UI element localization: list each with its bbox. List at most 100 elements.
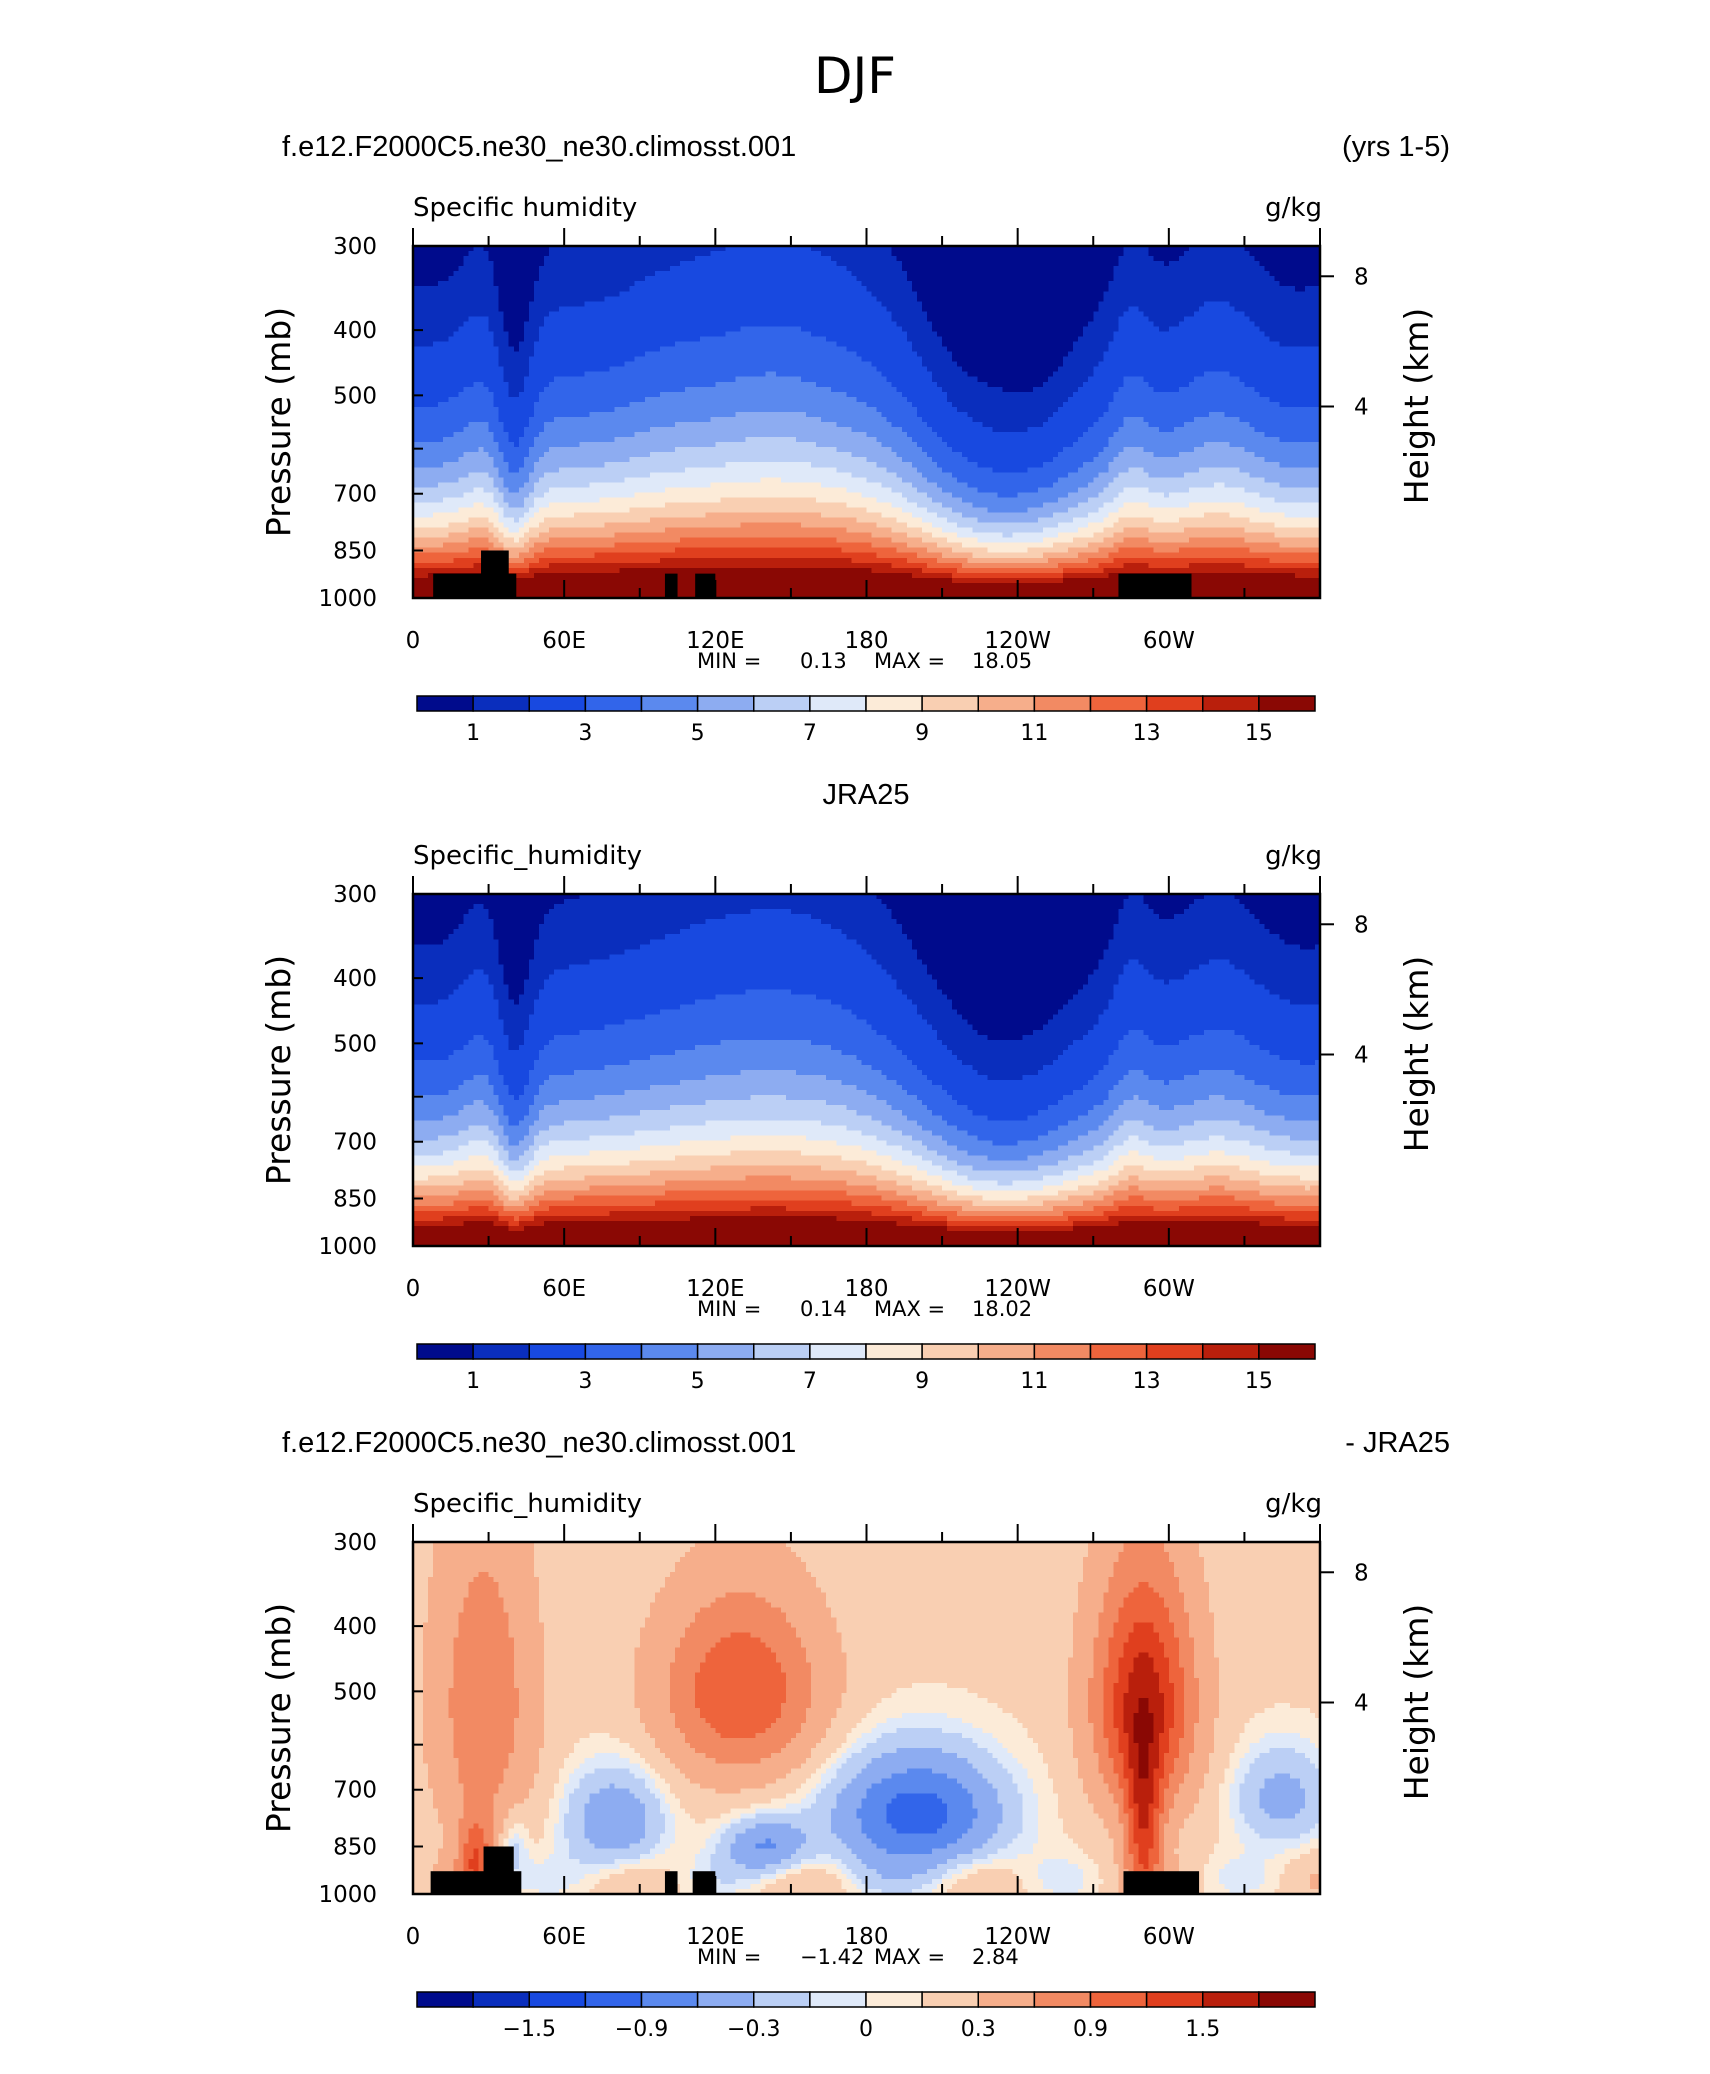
contour-cell bbox=[413, 1672, 424, 1679]
contour-cell bbox=[952, 1004, 1064, 1011]
contour-cell bbox=[1103, 1140, 1125, 1147]
contour-cell bbox=[1244, 487, 1321, 493]
contour-cell bbox=[498, 301, 530, 307]
contour-cell bbox=[881, 482, 913, 488]
contour-cell bbox=[549, 1798, 560, 1805]
contour-cell bbox=[1249, 517, 1321, 524]
contour-cell bbox=[508, 437, 520, 443]
contour-cell bbox=[1108, 1753, 1125, 1759]
contour-cell bbox=[1194, 1748, 1215, 1754]
contour-cell bbox=[423, 1687, 449, 1694]
contour-cell bbox=[468, 974, 490, 981]
contour-cell bbox=[730, 1818, 742, 1825]
contour-cell bbox=[533, 296, 606, 302]
contour-cell bbox=[468, 316, 490, 323]
contour-cell bbox=[423, 1723, 454, 1729]
colorbar-label: 11 bbox=[1020, 1369, 1048, 1394]
contour-cell bbox=[932, 1848, 973, 1855]
colorbar-label: 1 bbox=[466, 721, 480, 746]
contour-cell bbox=[533, 1838, 540, 1845]
contour-cell bbox=[735, 1858, 782, 1865]
contour-cell bbox=[836, 1622, 1074, 1629]
contour-cell bbox=[1209, 1758, 1230, 1764]
contour-cell bbox=[483, 246, 550, 252]
contour-cell bbox=[1093, 1858, 1115, 1865]
contour-cell bbox=[1042, 1200, 1084, 1207]
contour-cell bbox=[503, 497, 525, 504]
contour-cell bbox=[538, 1587, 661, 1593]
contour-cell bbox=[1229, 371, 1321, 378]
contour-cell bbox=[811, 331, 908, 338]
contour-cell bbox=[705, 1075, 827, 1081]
contour-cell bbox=[811, 1753, 832, 1759]
contour-cell bbox=[921, 1140, 948, 1147]
contour-cell bbox=[493, 1085, 510, 1091]
colorbar-swatch bbox=[472, 1991, 530, 2008]
contour-cell bbox=[1183, 1075, 1246, 1081]
contour-cell bbox=[413, 361, 500, 368]
contour-cell bbox=[1103, 1687, 1115, 1694]
contour-cell bbox=[972, 1185, 1044, 1192]
contour-cell bbox=[1214, 1733, 1240, 1739]
contour-cell bbox=[680, 1768, 792, 1774]
contour-cell bbox=[1199, 1718, 1215, 1724]
contour-cell bbox=[1118, 1728, 1125, 1734]
contour-cell bbox=[1138, 306, 1200, 312]
contour-cell bbox=[821, 251, 893, 257]
contour-cell bbox=[1113, 1702, 1125, 1709]
contour-cell bbox=[851, 271, 908, 277]
contour-cell bbox=[745, 1175, 792, 1182]
contour-cell bbox=[443, 939, 500, 945]
contour-cell bbox=[1138, 1753, 1150, 1759]
contour-cell bbox=[1194, 447, 1246, 453]
contour-cell bbox=[493, 1803, 515, 1810]
contour-cell bbox=[538, 1577, 666, 1583]
contour-cell bbox=[1093, 1662, 1109, 1669]
contour-cell bbox=[831, 386, 898, 393]
contour-cell bbox=[891, 311, 928, 317]
contour-cell bbox=[977, 1813, 1004, 1820]
contour-cell bbox=[1073, 1738, 1094, 1744]
contour-cell bbox=[1022, 1813, 1039, 1820]
contour-cell bbox=[1183, 1677, 1200, 1684]
contour-cell bbox=[1098, 1868, 1120, 1875]
contour-cell bbox=[544, 261, 681, 267]
contour-cell bbox=[1199, 1195, 1235, 1202]
contour-cell bbox=[503, 522, 525, 529]
contour-cell bbox=[413, 1677, 424, 1684]
contour-cell bbox=[967, 1175, 1044, 1182]
contour-cell bbox=[972, 1848, 999, 1855]
contour-cell bbox=[1027, 1733, 1074, 1739]
contour-cell bbox=[1249, 1748, 1271, 1754]
contour-cell bbox=[544, 1692, 636, 1699]
contour-cell bbox=[523, 326, 540, 333]
contour-cell bbox=[413, 1049, 454, 1056]
contour-cell bbox=[518, 346, 535, 353]
contour-cell bbox=[493, 477, 505, 483]
contour-cell bbox=[1249, 251, 1321, 257]
contour-cell bbox=[1279, 1878, 1311, 1885]
contour-cell bbox=[1098, 492, 1120, 499]
contour-cell bbox=[957, 567, 1064, 574]
contour-cell bbox=[1017, 1140, 1069, 1147]
contour-cell bbox=[881, 1873, 913, 1880]
contour-cell bbox=[896, 1220, 948, 1227]
contour-cell bbox=[458, 1843, 464, 1850]
contour-cell bbox=[513, 1863, 520, 1870]
contour-cell bbox=[740, 1818, 832, 1825]
contour-cell bbox=[1138, 1095, 1210, 1101]
contour-cell bbox=[518, 391, 540, 398]
contour-cell bbox=[1264, 432, 1321, 438]
contour-cell bbox=[1269, 557, 1321, 564]
contour-cell bbox=[1153, 1039, 1180, 1046]
contour-cell bbox=[544, 1733, 590, 1739]
contour-cell bbox=[523, 984, 545, 991]
contour-cell bbox=[690, 1778, 777, 1784]
contour-cell bbox=[569, 1838, 590, 1845]
contour-cell bbox=[493, 532, 505, 539]
contour-cell bbox=[962, 1733, 994, 1739]
contour-cell bbox=[508, 386, 525, 393]
contour-cell bbox=[1269, 1160, 1321, 1167]
contour-cell bbox=[1022, 1798, 1039, 1805]
contour-cell bbox=[705, 512, 822, 519]
